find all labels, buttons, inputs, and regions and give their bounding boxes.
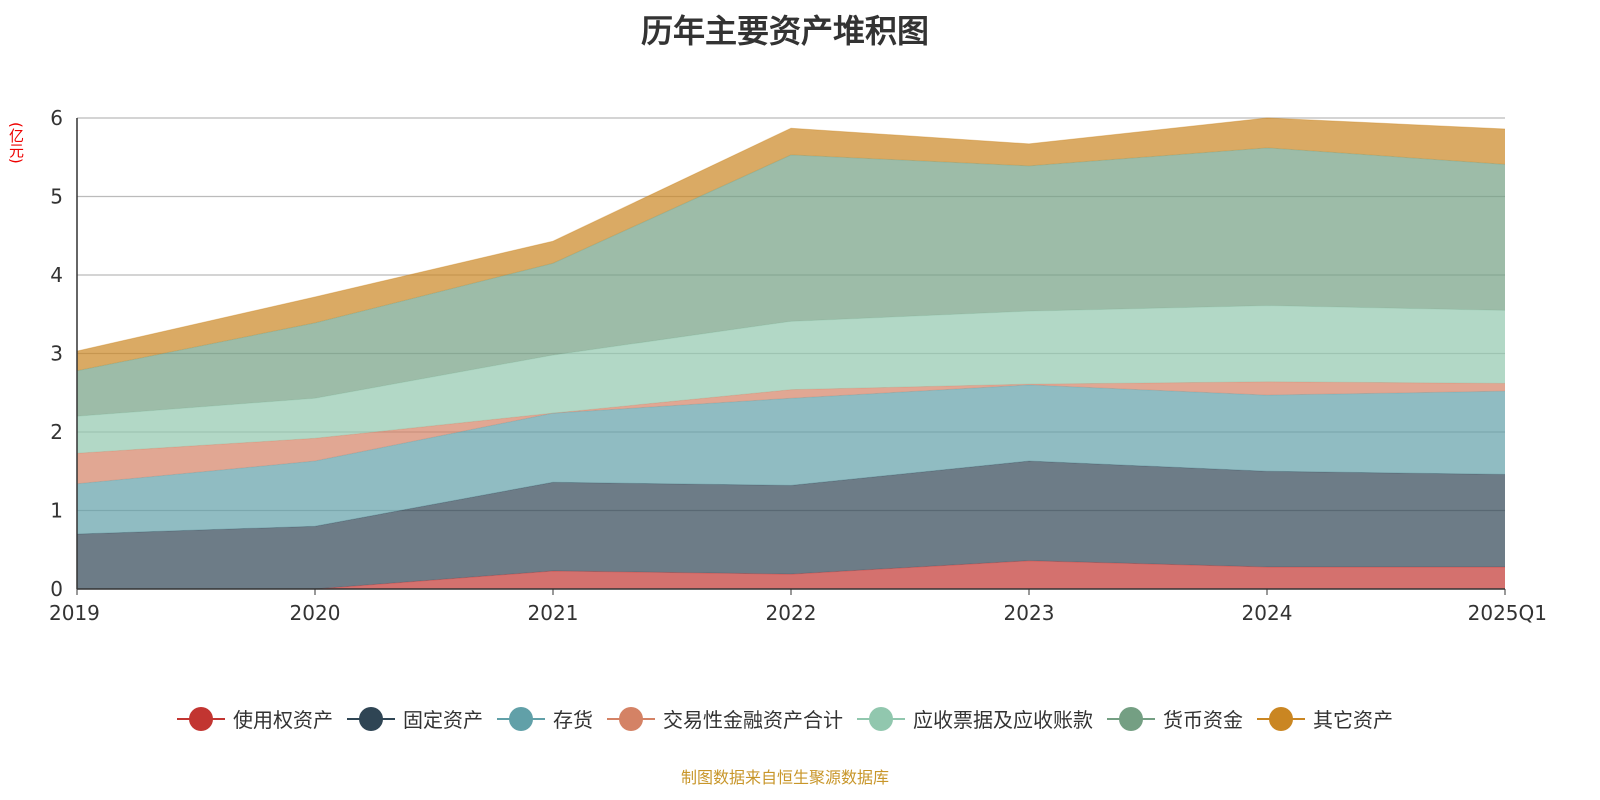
x-tick-label: 2021	[528, 601, 579, 625]
legend-marker-icon	[857, 706, 905, 731]
area-2	[77, 384, 1505, 535]
y-tick-label: 2	[50, 420, 63, 444]
area-5	[77, 147, 1505, 417]
y-tick-label: 4	[50, 263, 63, 287]
y-tick-label: 3	[50, 342, 63, 366]
x-tick-label: 2020	[290, 601, 341, 625]
legend-marker-icon	[497, 706, 545, 731]
legend-marker-icon	[1257, 706, 1305, 731]
legend-item[interactable]: 使用权资产	[177, 704, 333, 733]
area-4	[77, 305, 1505, 454]
y-axis-unit-label: (亿元)	[7, 122, 25, 164]
x-tick-label: 2025Q1	[1468, 601, 1547, 625]
legend-label: 货币资金	[1163, 708, 1243, 732]
chart-title: 历年主要资产堆积图	[640, 12, 929, 50]
y-tick-label: 5	[50, 185, 63, 209]
x-tick-label: 2023	[1004, 601, 1055, 625]
y-tick-label: 1	[50, 499, 63, 523]
legend-label: 其它资产	[1313, 708, 1393, 732]
area-1	[77, 461, 1505, 589]
area-3	[77, 381, 1505, 484]
y-tick-label: 0	[50, 577, 63, 601]
legend-item[interactable]: 交易性金融资产合计	[607, 704, 843, 733]
x-tick-label: 2022	[766, 601, 817, 625]
legend-marker-icon	[347, 706, 395, 731]
series-line-6	[76, 117, 1506, 352]
legend-item[interactable]: 其它资产	[1257, 704, 1393, 733]
area-6	[77, 118, 1505, 371]
legend-item[interactable]: 固定资产	[347, 704, 483, 733]
legend-marker-icon	[1107, 706, 1155, 731]
legend-marker-icon	[607, 706, 655, 731]
legend-label: 应收票据及应收账款	[913, 708, 1093, 732]
legend-label: 固定资产	[403, 708, 483, 732]
legend-item[interactable]: 货币资金	[1107, 704, 1243, 733]
legend: 使用权资产 固定资产 存货 交易性金融资产合计 应收票据及应收账款 货币资金 其它资产	[0, 704, 1570, 733]
plot-area: 0 1 2 3 4 5 6 2019 2020 2021 2022 2023 2024 2025Q1	[49, 106, 1547, 625]
y-tick-label: 6	[50, 106, 63, 130]
legend-item[interactable]: 存货	[497, 704, 593, 733]
legend-label: 使用权资产	[233, 708, 333, 732]
legend-item[interactable]: 应收票据及应收账款	[857, 704, 1093, 733]
x-tick-label: 2019	[49, 601, 100, 625]
x-tick-label: 2024	[1242, 601, 1293, 625]
area-0	[77, 560, 1505, 589]
legend-label: 交易性金融资产合计	[663, 708, 843, 732]
source-note: 制图数据来自恒生聚源数据库	[680, 768, 889, 787]
legend-marker-icon	[177, 706, 225, 731]
legend-label: 存货	[553, 708, 593, 732]
